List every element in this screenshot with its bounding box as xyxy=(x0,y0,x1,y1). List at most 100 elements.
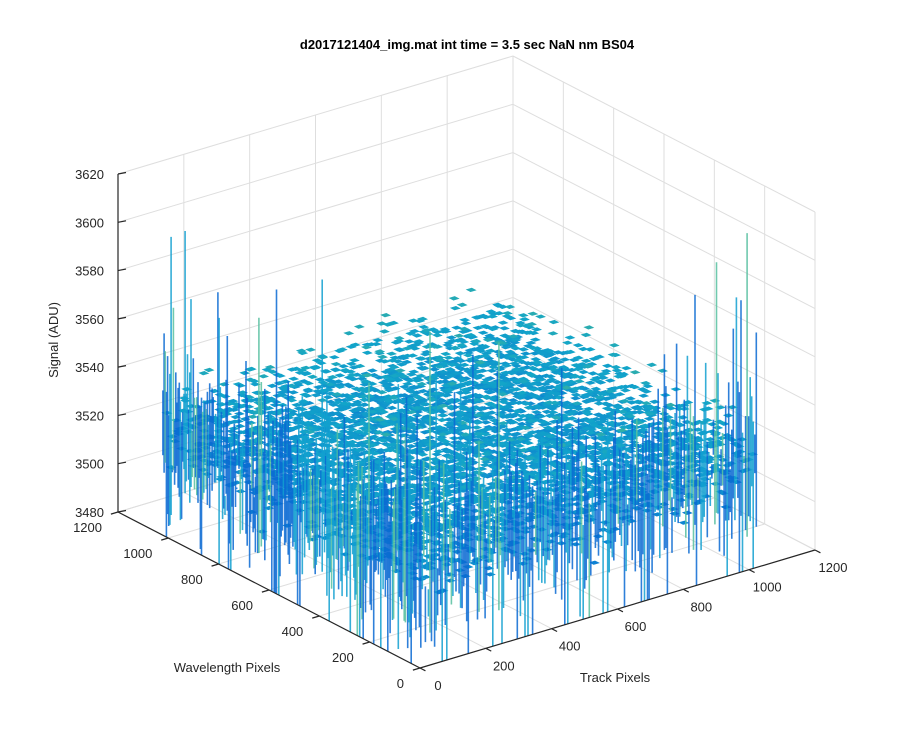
surface-cell xyxy=(624,396,636,401)
surface-cell xyxy=(518,347,529,352)
surface-cell xyxy=(429,344,441,349)
surface-cell xyxy=(531,327,543,332)
surface-cell xyxy=(614,392,626,397)
surface-cell xyxy=(611,368,623,373)
surface-cell xyxy=(309,365,321,371)
surface-cell xyxy=(326,374,338,380)
surface-cell xyxy=(403,339,415,344)
surface-cell xyxy=(640,380,652,386)
surface-cell xyxy=(502,311,513,316)
surface-cell xyxy=(388,364,400,370)
surface-cell xyxy=(411,333,423,338)
surface-cell xyxy=(569,386,581,392)
surface-cell xyxy=(613,374,625,379)
surface-cell xyxy=(404,378,416,383)
surface-cell xyxy=(524,330,536,335)
z-tick-label: 3540 xyxy=(75,360,104,375)
surface-cell xyxy=(520,351,532,356)
surface-cell xyxy=(417,388,429,394)
surface-cell xyxy=(486,410,497,415)
surface-cell xyxy=(509,328,521,334)
surface-cell xyxy=(353,402,365,407)
surface-cell xyxy=(346,361,357,367)
surface-cell xyxy=(536,351,548,356)
y-tick-label: 800 xyxy=(181,572,203,587)
surface-cell xyxy=(417,316,428,322)
surface-cell xyxy=(470,338,482,344)
surface-cell xyxy=(313,385,324,390)
surface-cell xyxy=(435,357,447,363)
surface-cell xyxy=(385,377,397,382)
surface-cell xyxy=(510,337,521,343)
surface-cell xyxy=(334,373,346,378)
x-tick-label: 200 xyxy=(493,658,515,673)
surface-cell xyxy=(474,360,486,365)
surface-cell xyxy=(386,351,398,356)
surface-cell xyxy=(379,374,391,380)
surface-cell xyxy=(514,417,526,422)
surface-cell xyxy=(295,348,307,354)
surface-cell xyxy=(288,376,300,381)
surface-cell xyxy=(439,361,451,366)
surface-cell xyxy=(573,366,585,372)
surface-cell xyxy=(393,336,405,341)
surface-cell xyxy=(508,400,520,406)
surface-cell xyxy=(535,314,547,319)
surface-cell xyxy=(322,395,334,400)
surface-cell xyxy=(510,346,522,351)
surface-cell xyxy=(450,398,462,403)
surface-cell xyxy=(415,361,427,367)
surface-cell xyxy=(366,368,378,373)
surface-cell xyxy=(272,393,284,398)
surface-cell xyxy=(453,333,465,338)
surface-cell xyxy=(401,346,413,351)
surface-cell xyxy=(347,394,358,399)
surface-cell xyxy=(547,410,559,415)
surface-cell xyxy=(570,363,582,368)
surface-cell xyxy=(541,362,552,368)
surface-cell xyxy=(605,411,617,417)
surface-cell xyxy=(348,408,360,413)
surface-cell xyxy=(411,413,423,418)
surface-cell xyxy=(544,349,556,354)
surface-cell xyxy=(384,367,396,373)
surface-cell xyxy=(497,320,509,325)
surface-cell xyxy=(585,397,597,402)
grid-line-z-back-x xyxy=(117,248,514,368)
grid-line-z-back-x xyxy=(117,152,514,272)
surface-cell xyxy=(482,337,494,343)
surface-cell xyxy=(583,325,595,330)
surface-cell xyxy=(377,354,388,360)
y-tick-mark xyxy=(110,511,119,515)
surface-cell xyxy=(444,367,456,372)
surface-cell xyxy=(317,380,329,385)
surface-cell xyxy=(620,365,632,371)
surface-cell xyxy=(359,397,370,403)
surface-cell xyxy=(510,367,522,372)
surface-cell xyxy=(516,421,528,427)
surface-cell xyxy=(528,387,540,392)
surface-cell xyxy=(599,371,611,376)
surface-cell xyxy=(479,353,491,358)
surface-cell xyxy=(405,331,417,336)
surface-cell xyxy=(619,398,631,404)
surface-cell xyxy=(590,386,602,392)
surface-cell xyxy=(480,420,492,425)
surface-cell xyxy=(339,401,351,406)
surface-cell xyxy=(465,287,477,293)
surface-cell xyxy=(311,416,322,421)
surface-cell xyxy=(266,397,278,403)
surface-cell xyxy=(629,384,641,390)
surface-cell xyxy=(543,353,555,358)
surface-cell xyxy=(532,378,544,383)
surface-cell xyxy=(416,356,428,361)
grid-line-z-back-x xyxy=(117,200,514,320)
y-tick-mark xyxy=(312,615,320,619)
surface-cell xyxy=(394,368,406,373)
surface-cell xyxy=(487,326,499,332)
surface-cell xyxy=(421,328,433,333)
surface-cell xyxy=(376,390,388,395)
surface-cell xyxy=(527,345,539,351)
x-tick-mark xyxy=(551,628,558,633)
grid-line-z-back-y xyxy=(512,55,816,213)
